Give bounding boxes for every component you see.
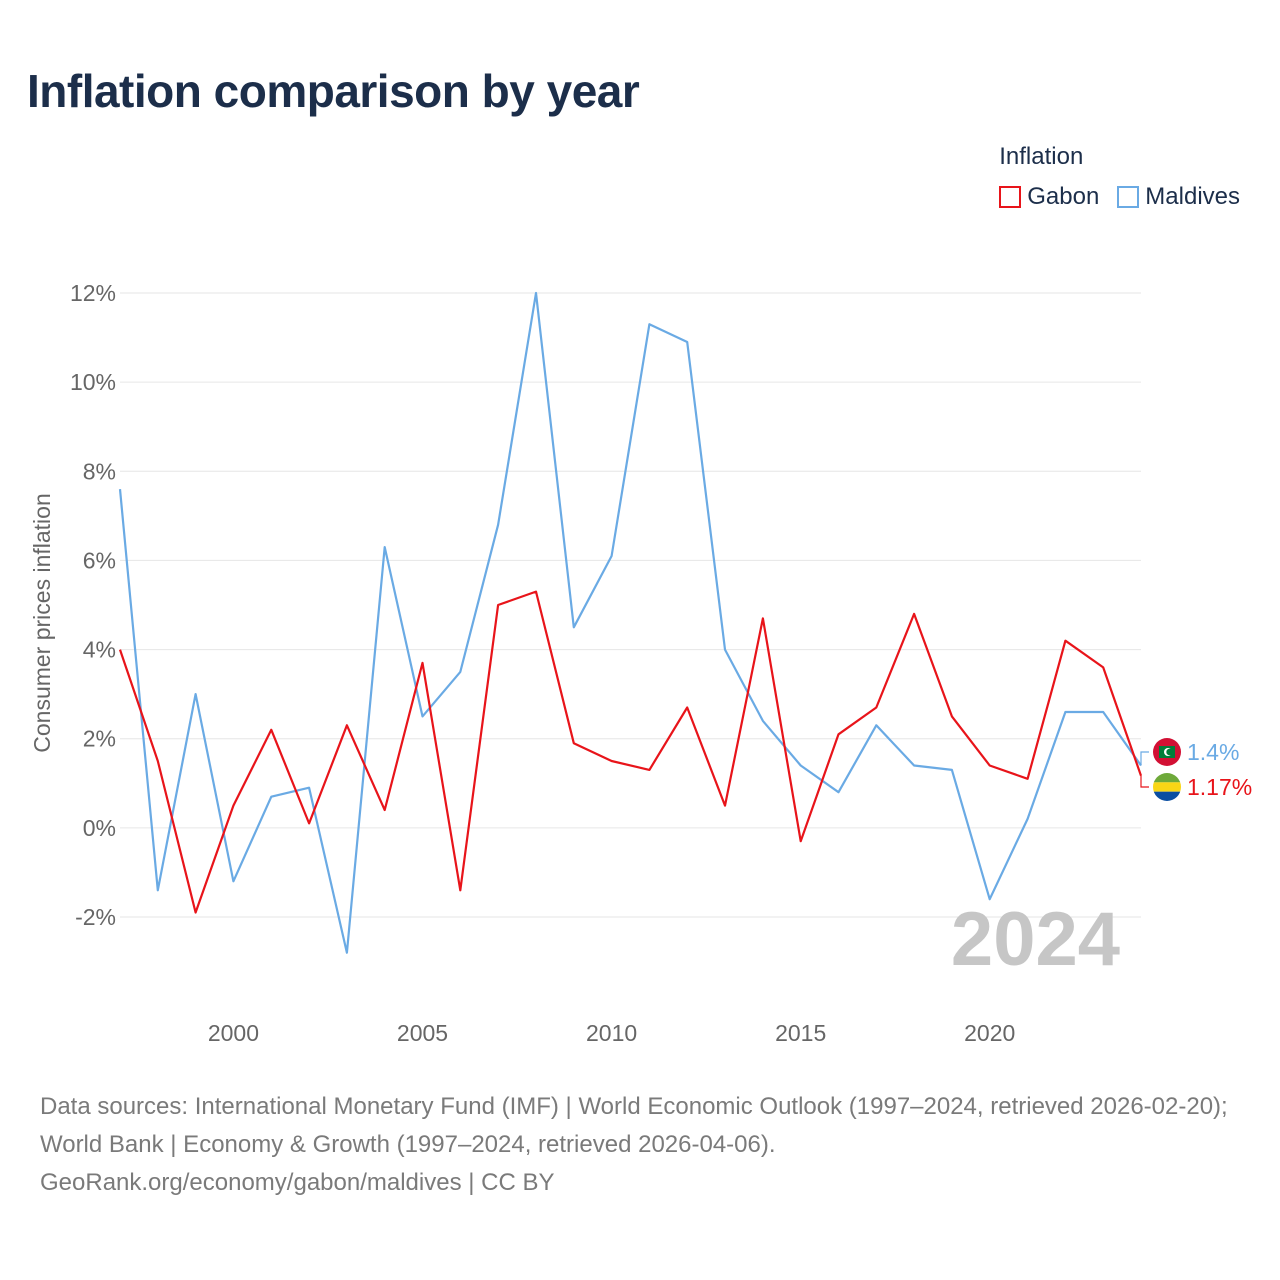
connector-gabon: [1140, 775, 1149, 788]
chart-title: Inflation comparison by year: [27, 65, 640, 117]
legend-item-gabon[interactable]: Gabon: [999, 183, 1099, 211]
end-label-gabon: 1.17%: [1187, 774, 1252, 800]
legend-label-gabon: Gabon: [1027, 183, 1100, 210]
flag-gabon-green: [1153, 773, 1181, 783]
x-tick-label: 2020: [964, 1020, 1015, 1046]
x-tick-label: 2005: [397, 1020, 448, 1046]
series-line-maldives: [118, 291, 1142, 954]
y-tick-label: 6%: [83, 547, 116, 573]
legend-swatch-maldives: [1117, 186, 1140, 208]
year-watermark: 2024: [951, 897, 1120, 982]
y-tick-label: 4%: [83, 637, 116, 663]
y-tick-label: 10%: [70, 369, 116, 395]
y-tick-label: 8%: [83, 458, 116, 484]
flag-maldives-crescent-cut: [1166, 748, 1173, 756]
x-tick-label: 2010: [586, 1020, 637, 1046]
data-sources: Data sources: International Monetary Fun…: [40, 1093, 1228, 1158]
legend-title: Inflation: [999, 143, 1084, 170]
flag-gabon-yellow: [1153, 782, 1181, 792]
footer: Data sources: International Monetary Fun…: [40, 1088, 1250, 1202]
y-tick-label: -2%: [75, 904, 116, 930]
end-label-maldives: 1.4%: [1187, 739, 1239, 765]
y-tick-label: 0%: [83, 815, 116, 841]
series-line-gabon: [118, 590, 1143, 914]
legend-swatch-gabon: [999, 186, 1022, 208]
legend: Inflation Gabon Maldives: [999, 143, 1240, 211]
x-tick-label: 2000: [208, 1020, 259, 1046]
flag-gabon-blue: [1153, 791, 1181, 801]
legend-label-maldives: Maldives: [1145, 183, 1240, 210]
flag-maldives-icon: [1153, 738, 1181, 766]
line-chart: -2% 0% 2% 4% 6% 8% 10% 12% 2000 2005 2010 2015 2020…: [29, 280, 1252, 1046]
connector-maldives: [1140, 751, 1149, 766]
credit-link[interactable]: GeoRank.org/economy/gabon/maldives | CC …: [40, 1169, 555, 1196]
y-tick-label: 12%: [70, 280, 116, 306]
y-tick-label: 2%: [83, 726, 116, 752]
x-tick-label: 2015: [775, 1020, 826, 1046]
flag-gabon-icon: [1153, 773, 1181, 801]
legend-item-maldives[interactable]: Maldives: [1117, 183, 1240, 211]
y-axis-label: Consumer prices inflation: [29, 493, 55, 753]
